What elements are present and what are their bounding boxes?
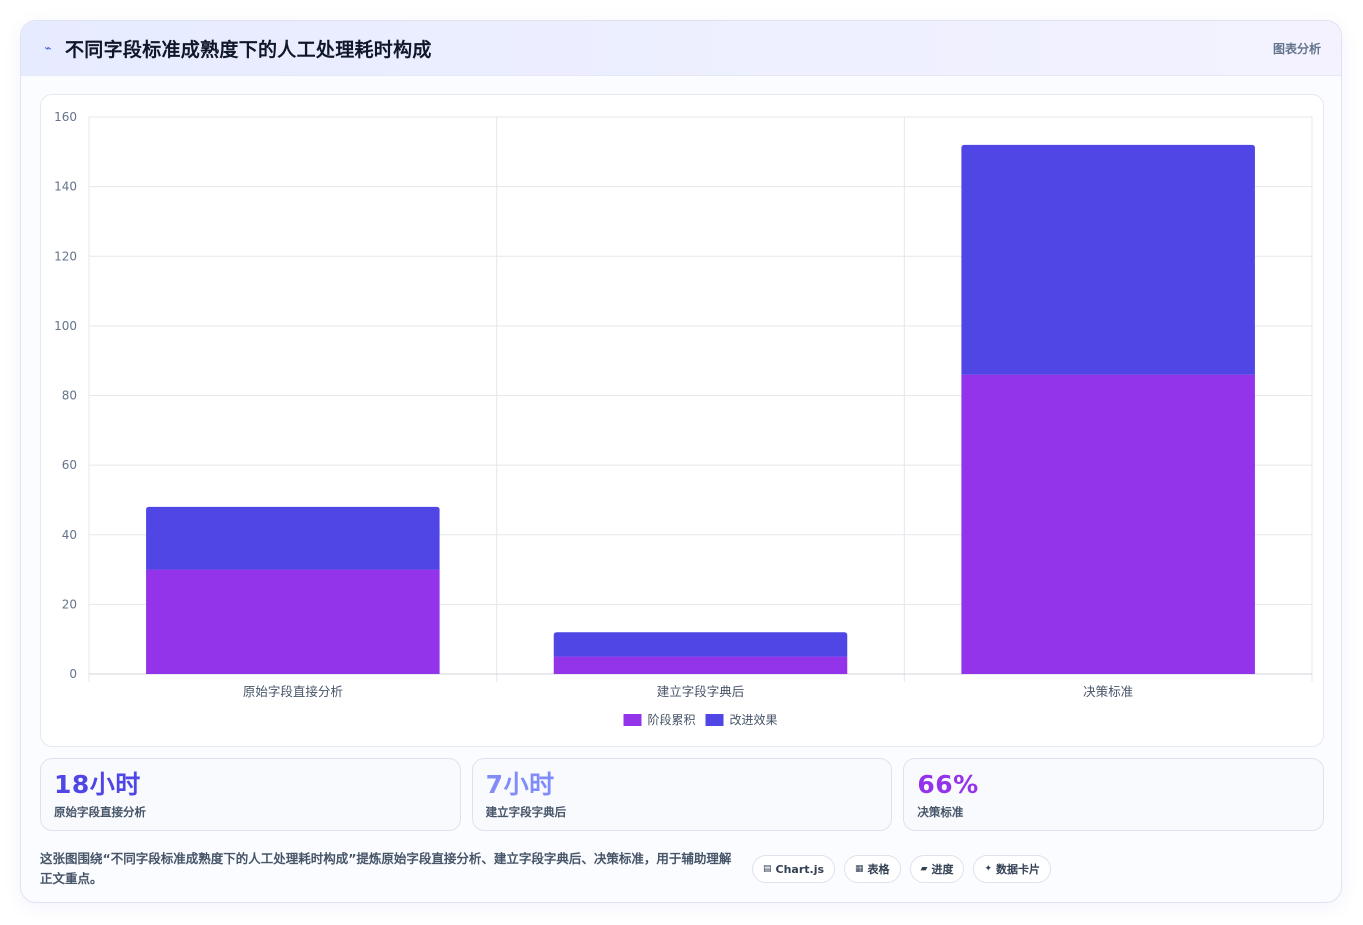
bar-segment (961, 144, 1255, 375)
bar-segment (146, 506, 440, 570)
chart-card: ⌁ 不同字段标准成熟度下的人工处理耗时构成 图表分析 0 20 40 60 80 100 1… (20, 20, 1342, 903)
chart-description: 这张图围绕“不同字段标准成熟度下的人工处理耗时构成”提炼原始字段直接分析、建立字… (40, 851, 732, 886)
stat-cards: 18小时 原始字段直接分析 7小时 建立字段字典后 66% 决策标准 (40, 758, 1325, 831)
progress-icon: ▰ (920, 864, 928, 874)
y-tick-label: 0 (69, 667, 77, 681)
legend-swatch (705, 714, 724, 726)
pill-label: 数据卡片 (996, 863, 1041, 876)
stat-label: 决策标准 (917, 805, 964, 819)
table-icon: ▦ (855, 864, 864, 874)
chart-icon: ▤ (763, 864, 772, 874)
pill-table[interactable]: ▦ 表格 (844, 855, 901, 883)
y-tick-label: 80 (62, 389, 77, 403)
y-tick-label: 40 (62, 528, 77, 542)
stat-label: 建立字段字典后 (485, 805, 567, 819)
legend-swatch (623, 714, 642, 726)
bar-segment (961, 374, 1255, 674)
x-tick-label: 建立字段字典后 (657, 684, 745, 699)
pill-label: Chart.js (775, 862, 825, 876)
stat-card: 66% 决策标准 (903, 758, 1325, 831)
stat-card: 7小时 建立字段字典后 (471, 758, 893, 831)
chart-title: 不同字段标准成熟度下的人工处理耗时构成 (65, 38, 432, 61)
y-tick-label: 160 (54, 110, 77, 124)
chart-analysis-tag[interactable]: 图表分析 (1272, 41, 1321, 56)
stat-value: 7小时 (485, 770, 555, 799)
chart-area: 0 20 40 60 80 100 120 140 160 原始字段直接分析 建立字段字典后 决策标准… (40, 94, 1324, 747)
card-header: ⌁ 不同字段标准成熟度下的人工处理耗时构成 图表分析 (21, 21, 1341, 76)
stat-label: 原始字段直接分析 (54, 805, 146, 819)
title-wrap: ⌁ 不同字段标准成熟度下的人工处理耗时构成 (41, 35, 432, 62)
legend-label: 阶段累积 (648, 712, 696, 727)
legend-label: 改进效果 (730, 712, 778, 727)
stat-value: 66% (917, 770, 979, 799)
stat-card: 18小时 原始字段直接分析 (40, 758, 461, 831)
bar-chart: 0 20 40 60 80 100 120 140 160 原始字段直接分析 建立字段字典后 决策标准… (54, 110, 1313, 727)
x-tick-label: 决策标准 (1083, 684, 1133, 699)
x-tick-label: 原始字段直接分析 (243, 684, 343, 699)
y-tick-label: 100 (54, 319, 77, 333)
card-footer: 这张图围绕“不同字段标准成熟度下的人工处理耗时构成”提炼原始字段直接分析、建立字… (40, 847, 1324, 891)
y-tick-label: 60 (62, 458, 77, 472)
stat-value: 18小时 (54, 770, 141, 799)
bar-segment (146, 569, 440, 674)
bar-segment (553, 656, 848, 674)
y-tick-label: 20 (62, 597, 77, 611)
pill-progress[interactable]: ▰ 进度 (909, 855, 965, 883)
sparkle-icon: ✦ (984, 864, 993, 874)
pill-chartjs[interactable]: ▤ Chart.js (752, 855, 836, 883)
bar-segment (553, 632, 848, 657)
y-tick-label: 140 (54, 180, 77, 194)
pill-label: 进度 (931, 863, 954, 876)
y-tick-label: 120 (54, 249, 77, 263)
trend-line-icon: ⌁ (44, 41, 52, 55)
pill-label: 表格 (867, 863, 890, 876)
tag-pills: ▤ Chart.js ▦ 表格 ▰ 进度 ✦ 数据卡片 (752, 855, 1052, 883)
pill-data-card[interactable]: ✦ 数据卡片 (973, 855, 1052, 883)
